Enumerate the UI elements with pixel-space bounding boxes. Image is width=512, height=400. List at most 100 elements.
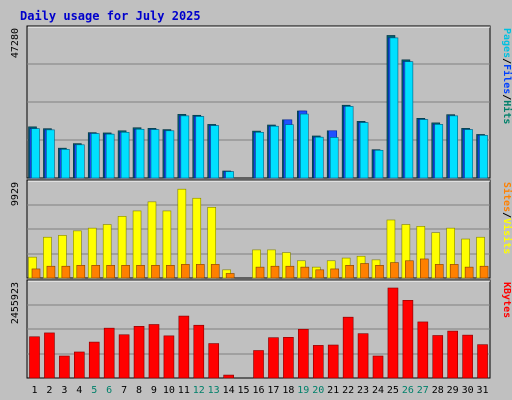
y-max-label: 2455923 bbox=[10, 282, 21, 324]
x-tick-label: 7 bbox=[121, 385, 127, 396]
bar-sites bbox=[405, 260, 414, 279]
x-tick-label: 21 bbox=[327, 385, 339, 396]
x-tick-label: 29 bbox=[447, 385, 459, 396]
bar-pages bbox=[31, 128, 40, 179]
legend-entry: / bbox=[501, 212, 512, 218]
bar-sites bbox=[479, 265, 489, 279]
bar-sites bbox=[106, 265, 115, 279]
bar-kbytes bbox=[208, 343, 220, 379]
x-tick-label: 8 bbox=[136, 385, 142, 396]
x-tick-label: 16 bbox=[252, 385, 264, 396]
x-tick-label: 3 bbox=[61, 385, 67, 396]
bar-sites bbox=[136, 265, 145, 279]
legend-entry: Files bbox=[501, 64, 512, 94]
x-tick-label: 11 bbox=[178, 385, 190, 396]
bar-pages bbox=[300, 113, 309, 179]
bar-sites bbox=[76, 265, 86, 279]
bar-sites bbox=[181, 264, 190, 279]
bar-pages bbox=[434, 124, 444, 179]
bar-kbytes bbox=[29, 336, 40, 379]
panel-middle: 9929 Sites/Visits bbox=[10, 179, 512, 279]
bar-sites bbox=[270, 265, 280, 279]
bar-kbytes bbox=[283, 337, 294, 379]
bar-pages bbox=[479, 135, 488, 179]
x-tick-label: 31 bbox=[477, 385, 489, 396]
bar-pages bbox=[329, 137, 339, 179]
bar-kbytes bbox=[223, 374, 234, 379]
legend-entry: Hits bbox=[501, 100, 512, 124]
bar-pages bbox=[195, 116, 205, 179]
bar-kbytes bbox=[342, 316, 354, 379]
x-tick-label: 2 bbox=[46, 385, 52, 396]
bar-pages bbox=[255, 132, 264, 179]
bar-kbytes bbox=[372, 355, 384, 379]
bar-sites bbox=[285, 265, 295, 279]
bar-kbytes bbox=[253, 350, 264, 379]
bar-kbytes bbox=[327, 344, 339, 379]
x-tick-label: 20 bbox=[312, 385, 324, 396]
bar-sites bbox=[121, 265, 130, 279]
x-tick-label: 24 bbox=[372, 385, 384, 396]
x-tick-label: 4 bbox=[76, 385, 82, 396]
bar-kbytes bbox=[178, 315, 190, 379]
legend: Pages/Files/Hits bbox=[501, 28, 512, 124]
bar-pages bbox=[105, 133, 115, 179]
bar-kbytes bbox=[462, 334, 473, 379]
bar-kbytes bbox=[387, 287, 399, 379]
x-tick-label: 13 bbox=[208, 385, 220, 396]
bar-pages bbox=[449, 115, 458, 179]
bar-kbytes bbox=[148, 324, 160, 379]
x-tick-label: 27 bbox=[417, 385, 429, 396]
bar-kbytes bbox=[133, 326, 145, 379]
bar-pages bbox=[270, 125, 279, 179]
legend-entry: / bbox=[501, 58, 512, 64]
bar-pages bbox=[150, 129, 160, 179]
y-max-label: 9929 bbox=[10, 182, 21, 206]
bar-pages bbox=[210, 125, 220, 179]
bar-pages bbox=[344, 106, 354, 179]
bar-sites bbox=[166, 265, 175, 279]
bar-sites bbox=[210, 264, 220, 279]
bar-kbytes bbox=[193, 324, 205, 379]
bar-pages bbox=[120, 132, 130, 179]
bar-sites bbox=[300, 266, 310, 279]
bar-kbytes bbox=[477, 344, 488, 379]
x-tick-label: 19 bbox=[297, 385, 309, 396]
bar-pages bbox=[464, 129, 473, 179]
bar-pages bbox=[404, 61, 414, 179]
bar-kbytes bbox=[402, 300, 414, 379]
bar-sites bbox=[91, 265, 101, 279]
x-tick-label: 30 bbox=[462, 385, 474, 396]
bar-sites bbox=[330, 268, 340, 279]
x-tick-label: 12 bbox=[193, 385, 205, 396]
bar-kbytes bbox=[103, 327, 115, 379]
bar-pages bbox=[285, 124, 294, 179]
bar-kbytes bbox=[357, 333, 369, 379]
bar-kbytes bbox=[268, 337, 279, 379]
bar-sites bbox=[315, 269, 325, 279]
bar-kbytes bbox=[417, 321, 429, 379]
legend-entry: / bbox=[501, 94, 512, 100]
bar-pages bbox=[90, 133, 100, 179]
y-max-label: 47280 bbox=[10, 28, 21, 58]
bar-kbytes bbox=[298, 328, 309, 379]
legend-entry: Pages bbox=[501, 28, 512, 58]
bar-kbytes bbox=[118, 334, 130, 379]
bar-pages bbox=[135, 128, 145, 179]
bar-sites bbox=[420, 258, 429, 279]
bar-kbytes bbox=[432, 335, 444, 379]
x-tick-label: 14 bbox=[223, 385, 235, 396]
bar-sites bbox=[61, 265, 71, 279]
bar-sites bbox=[375, 265, 384, 279]
legend-entry: Sites bbox=[501, 182, 512, 212]
x-tick-label: 26 bbox=[402, 385, 414, 396]
bar-pages bbox=[359, 122, 369, 179]
bar-pages bbox=[180, 115, 190, 179]
x-tick-label: 22 bbox=[342, 385, 354, 396]
bar-pages bbox=[46, 129, 55, 179]
x-tick-label: 28 bbox=[432, 385, 444, 396]
x-tick-label: 9 bbox=[151, 385, 157, 396]
bar-sites bbox=[345, 265, 354, 279]
x-tick-label: 17 bbox=[267, 385, 279, 396]
x-tick-label: 5 bbox=[91, 385, 97, 396]
